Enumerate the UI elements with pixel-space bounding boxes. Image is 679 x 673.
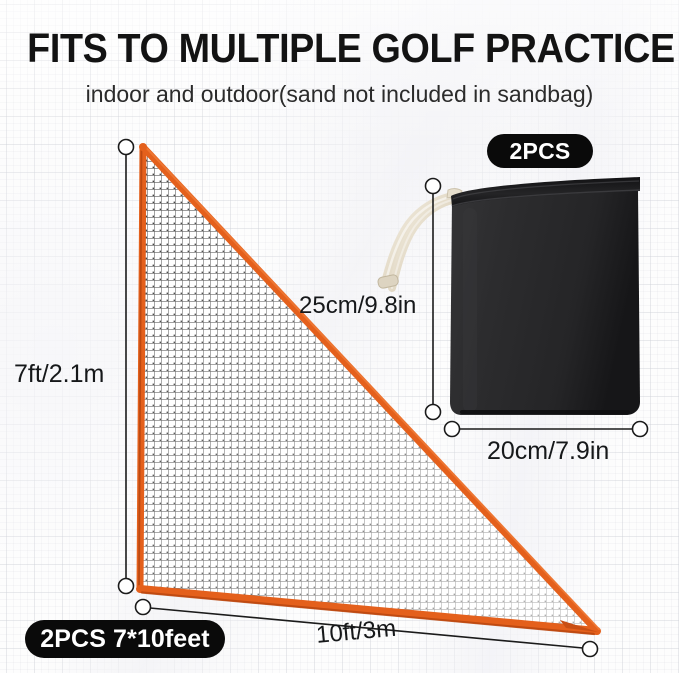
net-width-marker-left: [134, 598, 152, 616]
net-height-label: 7ft/2.1m: [14, 360, 105, 388]
net-tip: [560, 620, 598, 632]
sandbag-hem-seam: [451, 189, 641, 207]
net-trim-left: [136, 143, 147, 593]
badge-net-spec: 2PCS 7*10feet: [25, 620, 225, 658]
bag-height-marker-bottom: [424, 403, 442, 421]
sandbag-hem: [451, 177, 640, 207]
bag-width-marker-left: [443, 420, 461, 438]
net-height-marker-bottom: [117, 577, 135, 595]
sandbag-body: [450, 190, 640, 415]
page-title: FITS TO MULTIPLE GOLF PRACTICE USE: [27, 25, 679, 71]
sandbag-hem-highlight: [452, 180, 640, 200]
net-trim-left-shadow: [138, 149, 143, 587]
net-trim-bottom: [136, 585, 601, 635]
net-dimension-lines: [117, 138, 599, 658]
net-trim-hypotenuse: [139, 143, 601, 635]
bag-width-label: 20cm/7.9in: [487, 437, 610, 465]
sandbag-graphic: [377, 177, 641, 415]
bag-height-label: 25cm/9.8in: [299, 292, 417, 319]
drawstring-cord: [380, 191, 460, 292]
net-trim-bottom-shadow: [140, 591, 596, 636]
bag-width-marker-right: [631, 420, 649, 438]
sandbag-dimension-lines: [424, 177, 649, 438]
net-width-line: [149, 607, 584, 649]
cord-binding: [377, 274, 399, 289]
bag-height-marker-top: [424, 177, 442, 195]
page-subtitle: indoor and outdoor(sand not included in …: [85, 81, 594, 107]
net-width-marker-right: [581, 640, 599, 658]
net-height-marker-top: [117, 138, 135, 156]
badge-bag-quantity: 2PCS: [487, 134, 593, 168]
net-trim-hypotenuse-highlight: [144, 146, 600, 630]
net-apex: [139, 143, 147, 151]
